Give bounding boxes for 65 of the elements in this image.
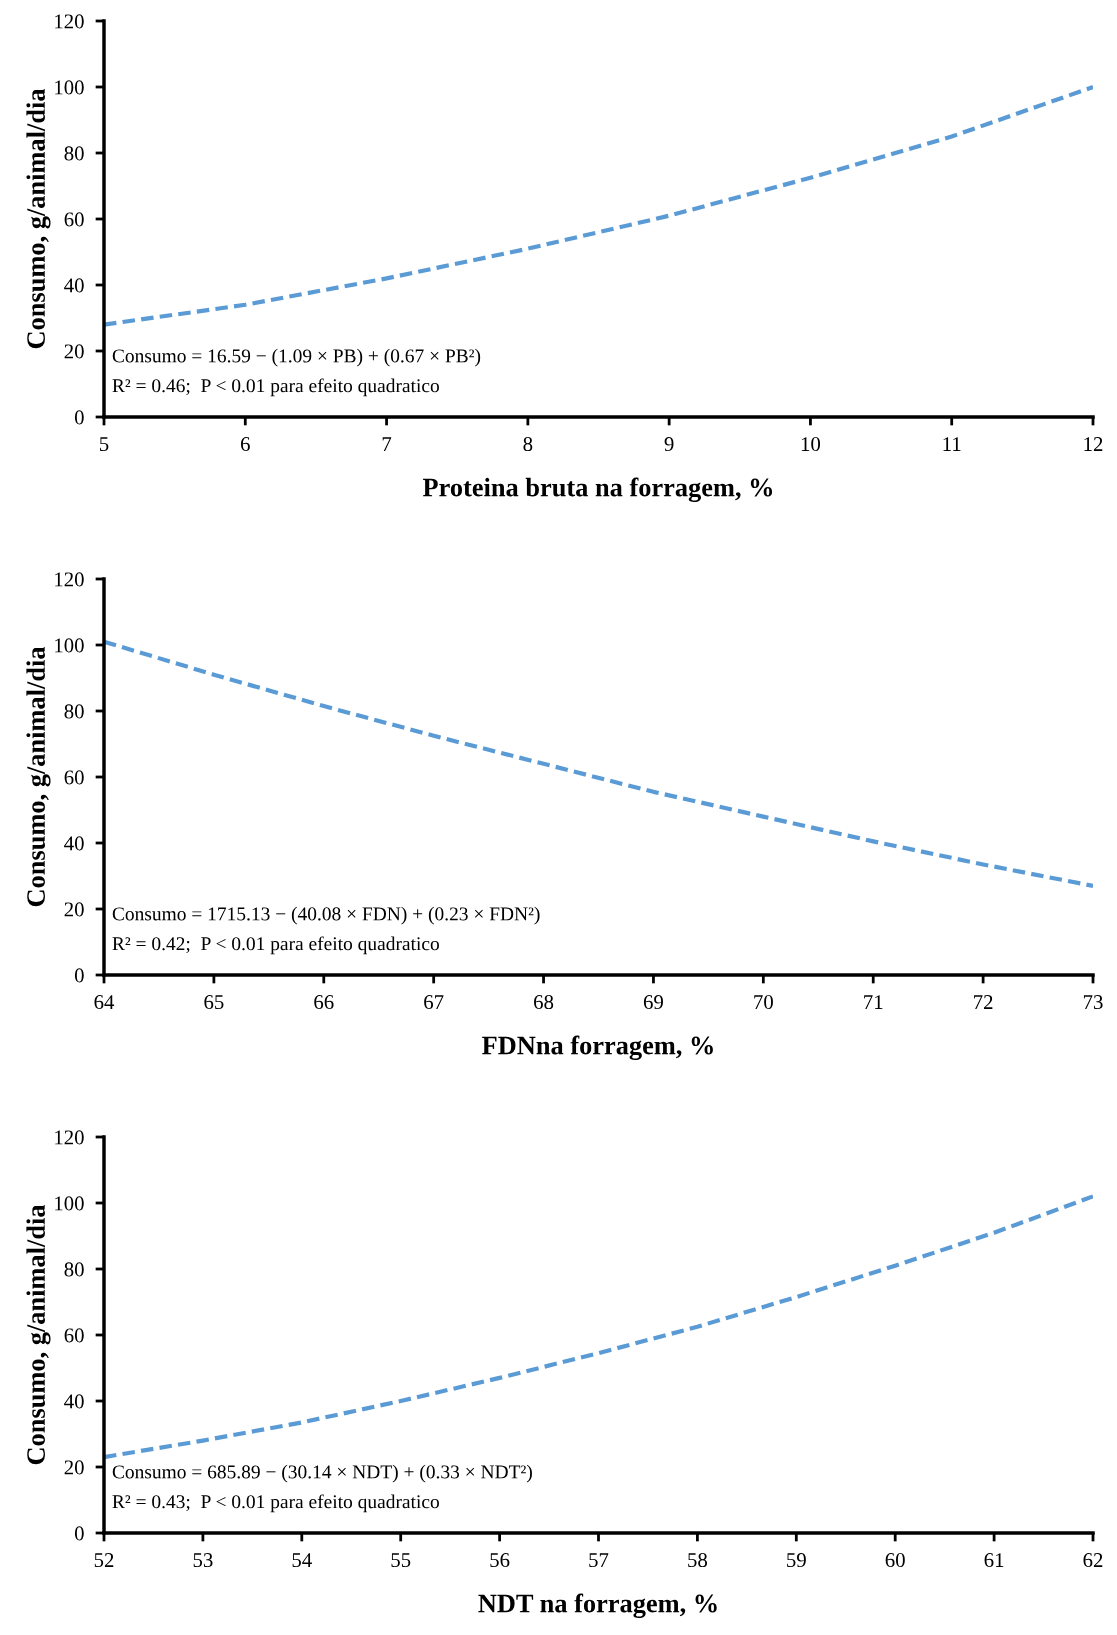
- x-axis-title: FDNna forragem, %: [482, 1035, 713, 1060]
- x-tick-label: 8: [523, 437, 533, 452]
- x-tick-label: 64: [94, 995, 115, 1010]
- x-tick-label: 9: [664, 437, 674, 452]
- x-tick-label: 60: [885, 1553, 905, 1568]
- y-tick-label: 120: [55, 1130, 84, 1145]
- y-tick-label: 40: [64, 1394, 84, 1409]
- line-series: [104, 1194, 1093, 1460]
- x-tick-label: 66: [314, 995, 334, 1010]
- x-tick-label: 67: [424, 995, 444, 1010]
- x-axis-title: Proteina bruta na forragem, %: [422, 477, 773, 502]
- x-tick-label: 6: [240, 437, 250, 452]
- x-tick-label: 72: [974, 995, 993, 1009]
- x-tick-label: 62: [1083, 1553, 1103, 1568]
- x-tick-label: 69: [643, 995, 664, 1010]
- annotation: R² = 0.46; P < 0.01 para efeito quadratico: [112, 378, 439, 397]
- x-tick-label: 73: [1083, 995, 1103, 1010]
- y-tick-label: 60: [64, 212, 84, 227]
- x-tick-label: 52: [94, 1553, 114, 1568]
- annotation: R² = 0.42; P < 0.01 para efeito quadratico: [112, 936, 439, 955]
- y-axis-title: Consumo, g/animal/dia: [26, 88, 51, 349]
- line-series: [104, 639, 1093, 888]
- annotation: Consumo = 1715.13 − (40.08 × FDN) + (0.23 × FDN²): [112, 906, 540, 925]
- y-tick-label: 40: [64, 836, 84, 851]
- y-axis-title: Consumo, g/animal/dia: [26, 646, 51, 907]
- y-tick-label: 0: [74, 1526, 84, 1541]
- y-tick-label: 0: [74, 968, 84, 983]
- y-tick-label: 80: [64, 146, 84, 161]
- x-tick-label: 55: [391, 1553, 411, 1568]
- y-tick-label: 80: [64, 704, 84, 719]
- y-tick-label: 60: [64, 1328, 84, 1343]
- x-tick-label: 7: [382, 437, 392, 451]
- annotation: R² = 0.43; P < 0.01 para efeito quadratico: [112, 1494, 439, 1513]
- x-tick-label: 53: [193, 1553, 213, 1568]
- y-tick-label: 0: [74, 410, 84, 425]
- annotation: Consumo = 685.89 − (30.14 × NDT) + (0.33 × NDT²): [112, 1464, 532, 1483]
- x-tick-label: 5: [100, 437, 109, 452]
- y-tick-label: 120: [55, 572, 84, 587]
- y-tick-label: 80: [64, 1262, 84, 1277]
- x-tick-label: 11: [943, 437, 961, 451]
- y-tick-label: 100: [55, 1196, 84, 1211]
- x-axis-title: NDT na forragem, %: [478, 1593, 717, 1618]
- x-tick-label: 71: [864, 995, 883, 1009]
- y-tick-label: 100: [55, 638, 84, 653]
- y-tick-label: 40: [64, 278, 84, 293]
- x-tick-label: 58: [688, 1553, 708, 1568]
- x-tick-label: 56: [490, 1553, 510, 1568]
- y-tick-label: 20: [64, 902, 84, 917]
- line-series: [104, 84, 1093, 327]
- x-tick-label: 61: [984, 1553, 1004, 1568]
- annotation: Consumo = 16.59 − (1.09 × PB) + (0.67 × PB²): [112, 348, 481, 367]
- y-tick-label: 20: [64, 1460, 84, 1475]
- x-tick-label: 12: [1084, 437, 1103, 451]
- x-tick-label: 10: [801, 437, 821, 452]
- x-tick-label: 70: [754, 995, 773, 1010]
- x-tick-label: 68: [534, 995, 554, 1010]
- y-axis-title: Consumo, g/animal/dia: [26, 1204, 51, 1465]
- y-tick-label: 20: [64, 344, 84, 359]
- x-tick-label: 59: [787, 1553, 806, 1568]
- y-tick-label: 100: [55, 80, 84, 95]
- x-tick-label: 57: [589, 1553, 609, 1568]
- x-tick-label: 65: [204, 995, 224, 1010]
- y-tick-label: 60: [64, 770, 84, 785]
- x-tick-label: 54: [292, 1553, 312, 1568]
- y-tick-label: 120: [55, 14, 84, 29]
